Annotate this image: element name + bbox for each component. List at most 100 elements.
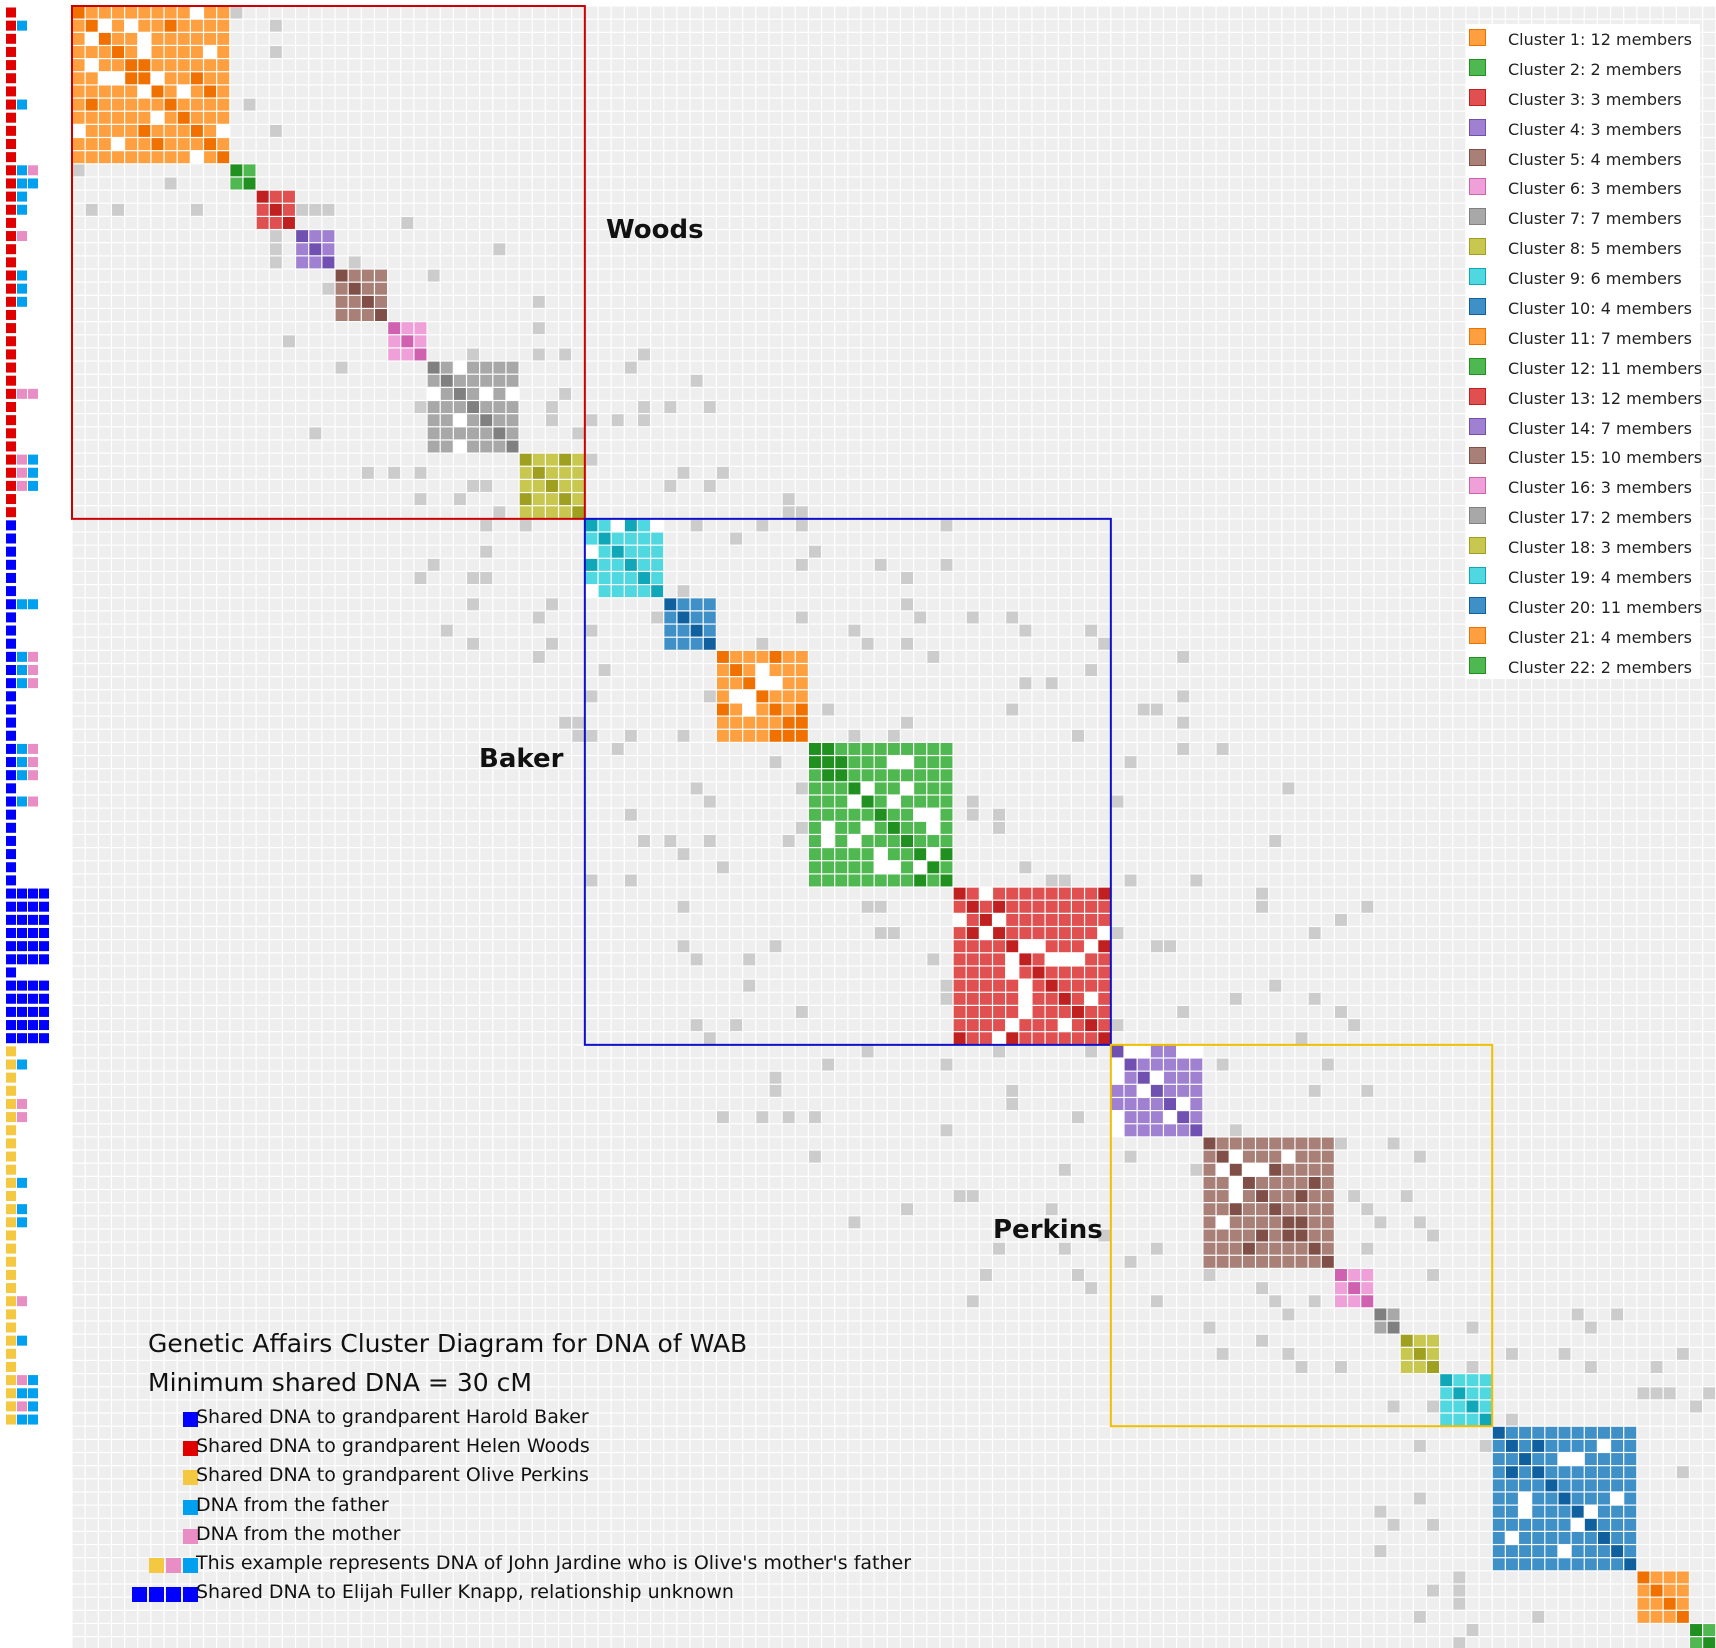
matrix-cell — [151, 32, 164, 45]
matrix-cell — [269, 256, 282, 269]
matrix-cell — [940, 19, 953, 32]
matrix-cell — [546, 46, 558, 58]
matrix-cell — [769, 138, 782, 151]
matrix-cell — [598, 466, 611, 479]
matrix-cell — [269, 361, 282, 374]
matrix-cell — [559, 177, 572, 190]
matrix-cell — [1190, 282, 1203, 295]
matrix-cell — [190, 387, 203, 400]
matrix-cell — [822, 387, 835, 400]
matrix-cell — [190, 85, 203, 98]
matrix-cell — [348, 335, 361, 348]
matrix-cell — [703, 256, 716, 269]
matrix-cell — [901, 98, 913, 111]
matrix-cell — [1229, 519, 1242, 532]
matrix-cell — [427, 374, 440, 387]
matrix-cell — [795, 493, 808, 506]
matrix-cell — [874, 519, 887, 532]
matrix-cell — [677, 177, 690, 190]
matrix-cell — [348, 506, 361, 519]
matrix-cell — [361, 19, 374, 32]
matrix-cell — [1229, 151, 1242, 164]
matrix-cell — [1361, 72, 1374, 85]
matrix-cell — [1203, 519, 1216, 532]
matrix-cell — [1177, 59, 1190, 72]
matrix-cell — [467, 519, 480, 532]
matrix-cell — [151, 453, 164, 466]
matrix-cell — [506, 256, 519, 269]
matrix-cell — [230, 164, 243, 177]
matrix-cell — [519, 98, 532, 111]
matrix-cell — [1413, 59, 1426, 72]
matrix-cell — [874, 111, 887, 124]
matrix-cell — [414, 335, 427, 348]
matrix-cell — [979, 59, 992, 72]
matrix-cell — [1242, 138, 1255, 151]
matrix-cell — [1098, 493, 1111, 506]
matrix-cell — [887, 401, 900, 414]
matrix-cell — [1177, 138, 1190, 151]
matrix-cell — [493, 85, 506, 98]
matrix-cell — [1545, 6, 1558, 19]
matrix-cell — [1440, 6, 1453, 19]
matrix-cell — [85, 374, 98, 387]
matrix-cell — [1427, 72, 1439, 85]
matrix-cell — [309, 440, 322, 453]
matrix-cell — [217, 506, 230, 519]
matrix-cell — [822, 322, 835, 335]
matrix-cell — [204, 85, 217, 98]
matrix-cell — [1269, 151, 1282, 164]
matrix-cell — [1703, 72, 1716, 85]
matrix-cell — [1335, 387, 1347, 400]
matrix-cell — [993, 190, 1006, 203]
matrix-cell — [1072, 217, 1084, 229]
matrix-cell — [1703, 480, 1716, 492]
matrix-cell — [480, 361, 493, 374]
matrix-cell — [901, 217, 913, 229]
matrix-cell — [1440, 151, 1453, 164]
matrix-cell — [1321, 295, 1334, 308]
matrix-cell — [256, 111, 269, 124]
matrix-cell — [243, 453, 256, 466]
matrix-cell — [1295, 6, 1308, 19]
matrix-cell — [348, 440, 361, 453]
matrix-cell — [1124, 243, 1137, 256]
matrix-cell — [1085, 164, 1098, 177]
matrix-cell — [348, 72, 361, 85]
matrix-cell — [427, 190, 440, 203]
matrix-cell — [177, 164, 190, 177]
matrix-cell — [1006, 177, 1019, 190]
matrix-cell — [703, 59, 716, 72]
matrix-cell — [138, 256, 151, 269]
matrix-cell — [1413, 322, 1426, 335]
matrix-cell — [730, 111, 743, 124]
matrix-cell — [703, 335, 716, 348]
matrix-cell — [993, 519, 1006, 532]
matrix-cell — [1124, 203, 1137, 216]
matrix-cell — [1045, 519, 1058, 532]
matrix-cell — [611, 440, 624, 453]
matrix-cell — [85, 6, 98, 19]
matrix-cell — [414, 348, 427, 361]
matrix-cell — [756, 85, 769, 98]
matrix-cell — [1190, 493, 1203, 506]
matrix-cell — [519, 59, 532, 72]
matrix-cell — [1427, 59, 1439, 72]
matrix-cell — [1361, 401, 1374, 414]
matrix-cell — [256, 190, 269, 203]
matrix-cell — [296, 506, 309, 519]
matrix-cell — [453, 243, 466, 256]
matrix-cell — [283, 85, 295, 98]
matrix-cell — [546, 111, 558, 124]
matrix-cell — [401, 98, 414, 111]
matrix-cell — [1098, 374, 1111, 387]
matrix-cell — [1111, 480, 1124, 492]
matrix-cell — [1361, 493, 1374, 506]
matrix-cell — [914, 243, 927, 256]
matrix-cell — [559, 361, 572, 374]
matrix-cell — [112, 217, 124, 229]
matrix-cell — [638, 361, 650, 374]
matrix-cell — [677, 19, 690, 32]
matrix-cell — [309, 124, 322, 137]
matrix-cell — [190, 480, 203, 492]
